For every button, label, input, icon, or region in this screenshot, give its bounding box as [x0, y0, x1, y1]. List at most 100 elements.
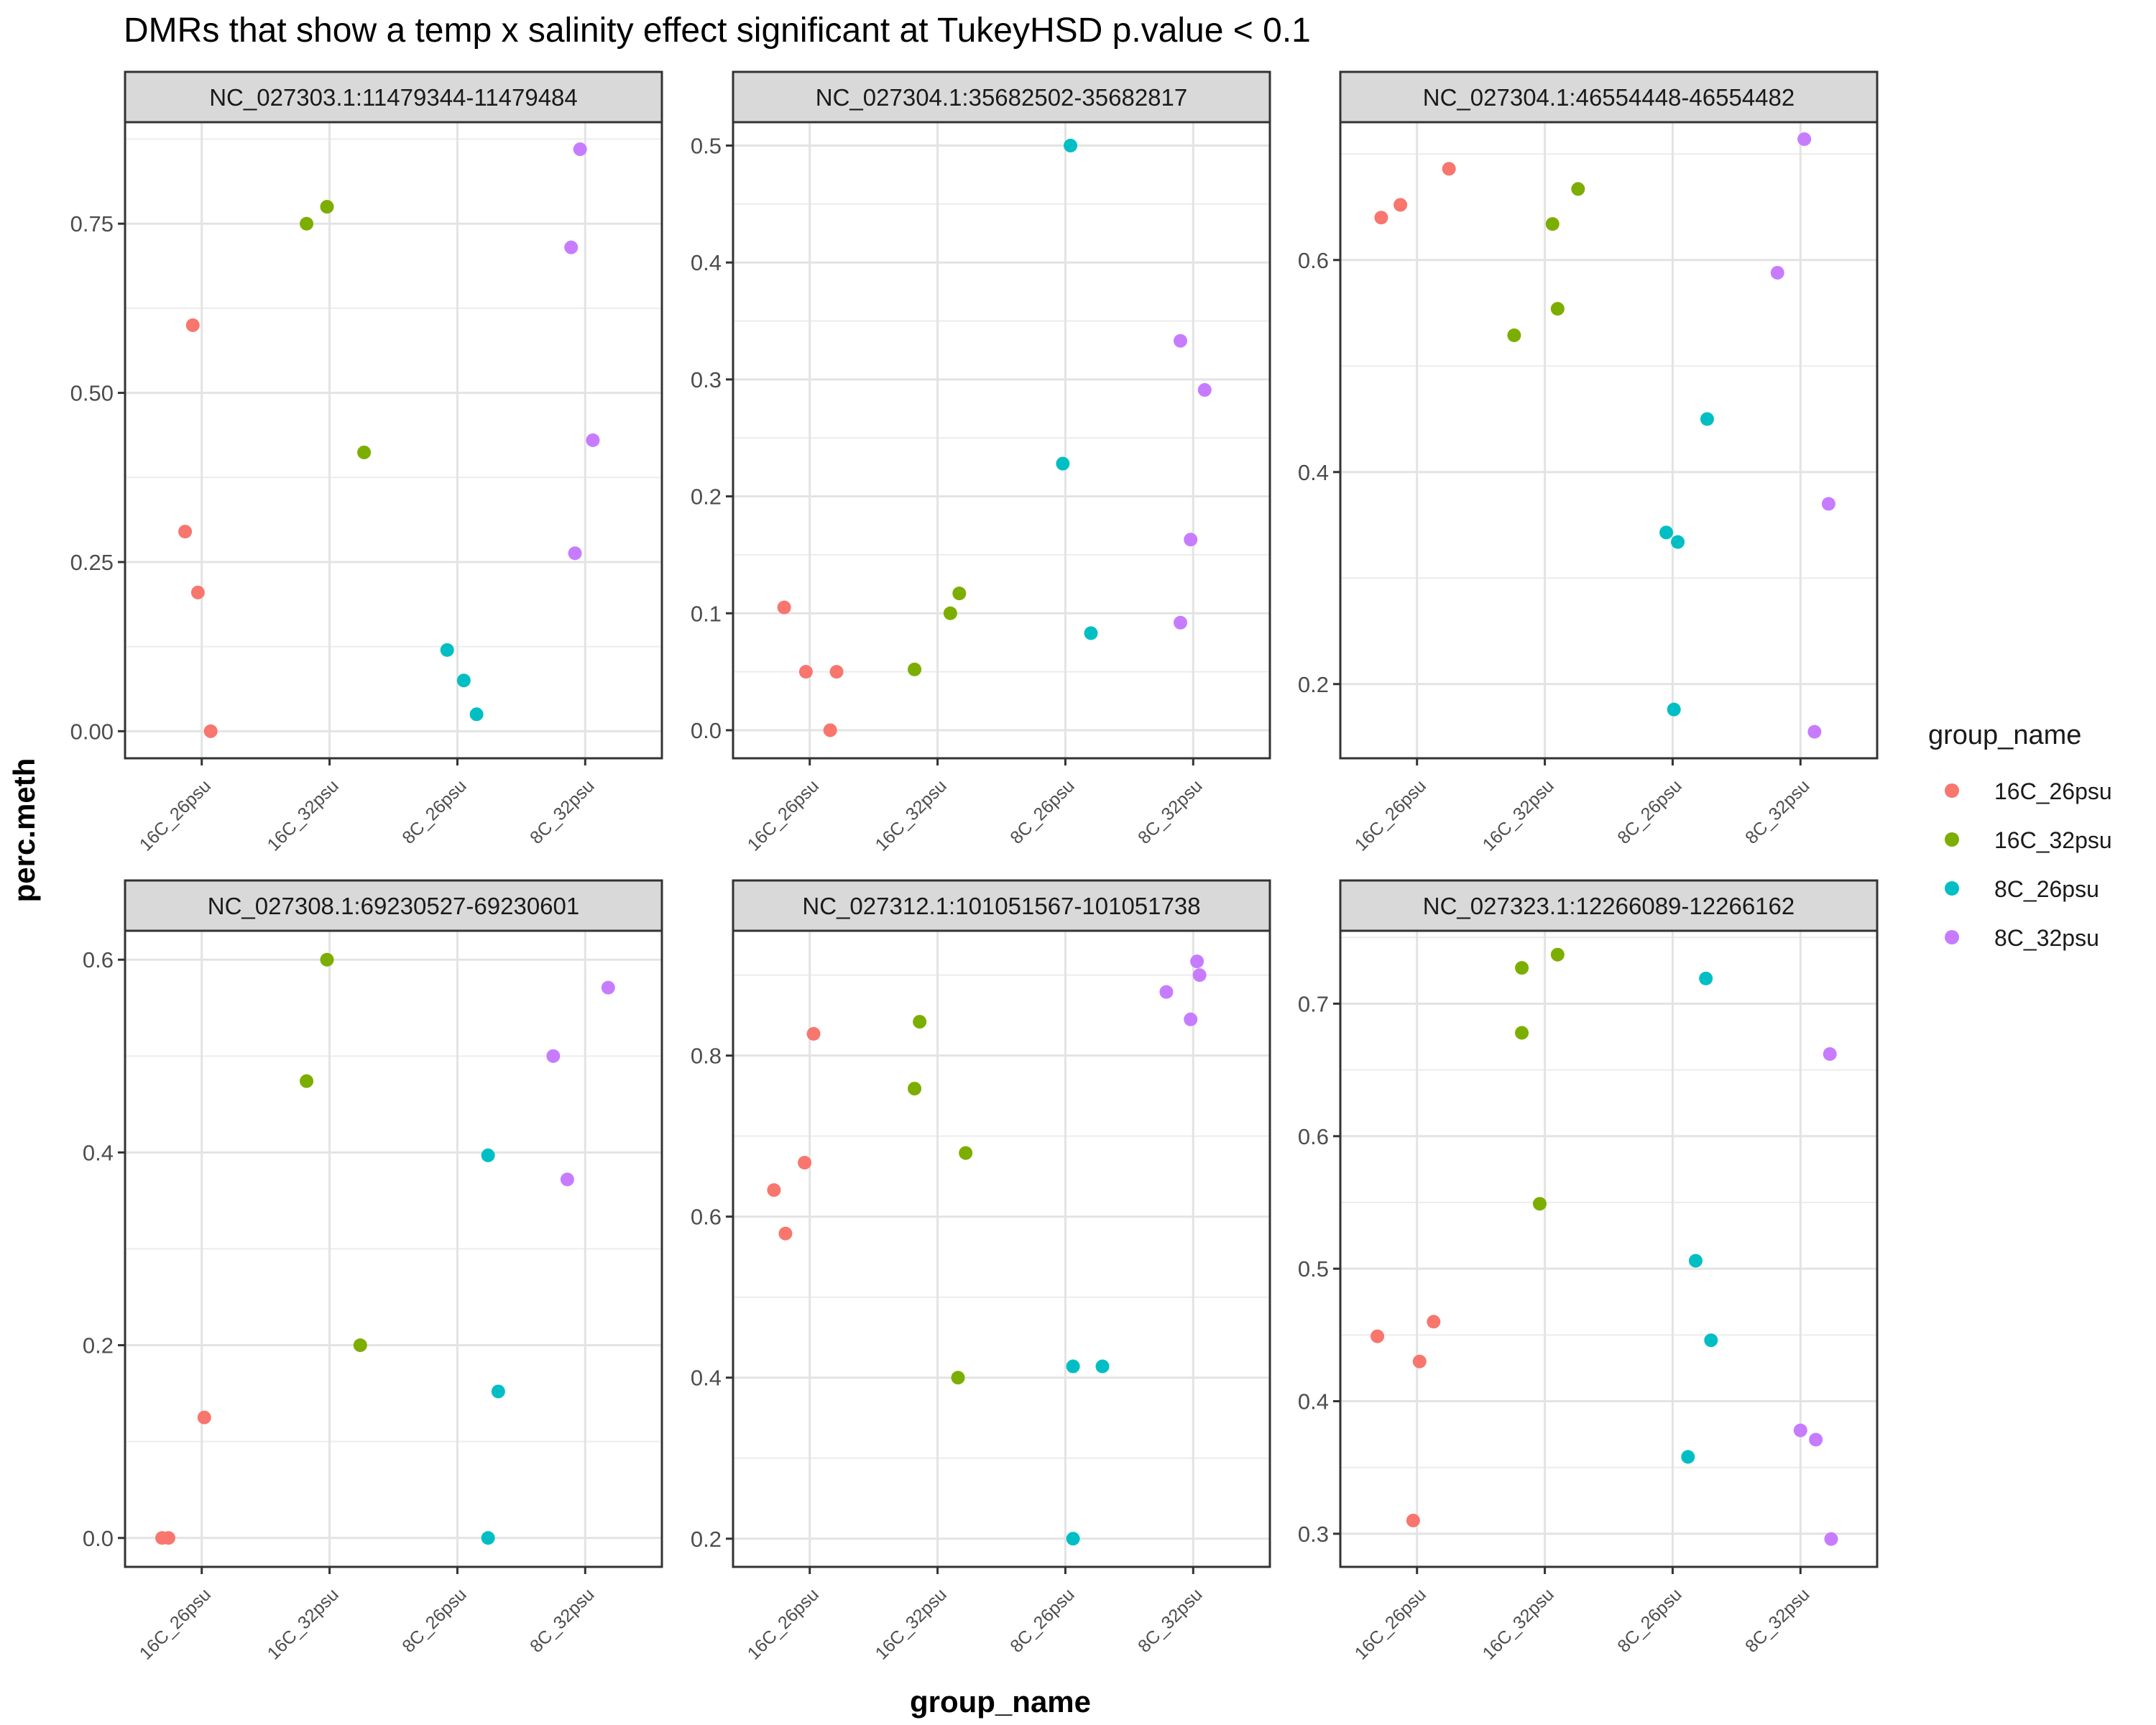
- data-point: [1532, 1197, 1547, 1211]
- legend-item-label: 16C_32psu: [1994, 827, 2112, 853]
- panel-border: [732, 929, 1271, 1568]
- data-point: [1084, 626, 1098, 640]
- data-point: [185, 318, 200, 332]
- data-point: [767, 1183, 781, 1197]
- data-point: [1374, 211, 1388, 225]
- panel-background: [1340, 931, 1877, 1567]
- y-tick-label: 0.0: [83, 1526, 114, 1551]
- data-point: [197, 1410, 211, 1425]
- data-point: [1515, 961, 1529, 975]
- data-point: [357, 445, 372, 459]
- data-point: [1393, 198, 1408, 212]
- data-point: [1427, 1315, 1441, 1329]
- y-tick-label: 0.2: [83, 1333, 114, 1358]
- panel-background: [125, 122, 662, 758]
- legend-key: [1945, 783, 1959, 798]
- data-point: [1821, 497, 1835, 511]
- data-point: [829, 665, 844, 679]
- facet-strip-label: NC_027304.1:46554448-46554482: [1423, 84, 1795, 111]
- legend-title: group_name: [1928, 720, 2081, 750]
- y-tick-label: 0.1: [691, 601, 722, 626]
- facet-panel: NC_027303.1:11479344-11479484 0.00 0.25 0.5…: [70, 70, 663, 855]
- data-point: [1688, 1254, 1703, 1268]
- data-point: [1823, 1046, 1837, 1061]
- panel-border: [732, 121, 1271, 760]
- data-point: [564, 240, 579, 254]
- data-point: [908, 662, 922, 676]
- data-point: [1184, 533, 1198, 547]
- data-point: [573, 142, 587, 157]
- y-tick-label: 0.3: [1298, 1522, 1329, 1547]
- data-point: [481, 1148, 495, 1162]
- y-tick-label: 0.4: [691, 1366, 722, 1391]
- facet-panel: NC_027304.1:46554448-465544820.20.40.616…: [1298, 70, 1879, 855]
- data-point: [190, 585, 205, 599]
- data-point: [1793, 1423, 1807, 1438]
- facet-strip: [124, 70, 663, 124]
- y-tick-label: 0.00: [70, 719, 114, 744]
- data-point: [943, 606, 957, 620]
- data-point: [1507, 328, 1521, 342]
- y-tick-label: 0.4: [1298, 1389, 1329, 1414]
- panel-border: [1339, 929, 1879, 1568]
- facet-strip-label: NC_027323.1:12266089-12266162: [1423, 893, 1795, 919]
- panel-border: [1339, 121, 1879, 760]
- data-point: [203, 724, 218, 738]
- legend-item-label: 8C_32psu: [1994, 925, 2099, 951]
- data-point: [1184, 1012, 1198, 1026]
- y-tick-label: 0.7: [1298, 991, 1329, 1016]
- y-tick-label: 0.0: [691, 718, 722, 743]
- data-point: [456, 673, 471, 688]
- data-point: [1064, 139, 1078, 153]
- data-point: [601, 980, 615, 995]
- data-point: [1545, 217, 1560, 231]
- data-point: [1442, 162, 1456, 176]
- data-point: [1671, 535, 1685, 549]
- data-point: [560, 1172, 574, 1187]
- y-tick-label: 0.6: [1298, 1124, 1329, 1149]
- legend-key: [1945, 930, 1959, 944]
- data-point: [1515, 1026, 1529, 1040]
- y-tick-label: 0.4: [691, 250, 722, 275]
- data-point: [568, 546, 582, 561]
- data-point: [1807, 724, 1822, 739]
- facet-strip-label: NC_027303.1:11479344-11479484: [209, 84, 578, 111]
- y-tick-label: 0.4: [1298, 460, 1329, 485]
- facet-strip-label: NC_027304.1:35682502-35682817: [816, 84, 1187, 111]
- data-point: [1824, 1532, 1838, 1546]
- data-point: [952, 586, 967, 601]
- data-point: [1667, 702, 1681, 717]
- data-point: [300, 1074, 314, 1088]
- data-point: [1704, 1333, 1718, 1348]
- y-tick-label: 0.50: [70, 381, 114, 406]
- data-point: [178, 525, 193, 539]
- x-axis-title: group_name: [910, 1685, 1091, 1719]
- data-point: [1770, 265, 1784, 280]
- data-point: [908, 1082, 922, 1096]
- y-tick-label: 0.5: [1298, 1256, 1329, 1282]
- data-point: [1095, 1359, 1110, 1374]
- chart-title: DMRs that show a temp x salinity effect …: [124, 12, 1311, 50]
- data-point: [1370, 1329, 1385, 1343]
- data-point: [798, 1156, 812, 1170]
- y-tick-label: 0.8: [691, 1044, 722, 1069]
- y-tick-label: 0.2: [1298, 672, 1329, 697]
- data-point: [1192, 968, 1207, 983]
- facet-panel: NC_027308.1:69230527-69230601 0.0 0.2 0.4 0.…: [83, 879, 663, 1664]
- facet-strip-label: NC_027312.1:101051567-101051738: [802, 893, 1200, 919]
- data-point: [798, 665, 813, 679]
- data-point: [1700, 412, 1714, 426]
- data-point: [1659, 525, 1674, 540]
- legend-item-label: 16C_26psu: [1994, 778, 2112, 804]
- data-point: [1406, 1513, 1420, 1527]
- data-point: [778, 1226, 793, 1241]
- data-point: [353, 1338, 367, 1353]
- data-point: [1197, 383, 1212, 397]
- data-point: [1056, 456, 1070, 471]
- data-point: [1159, 985, 1174, 999]
- data-point: [777, 600, 791, 615]
- facet-strip: [1339, 70, 1879, 124]
- facet-strip: [124, 879, 663, 932]
- panel-background: [733, 122, 1270, 758]
